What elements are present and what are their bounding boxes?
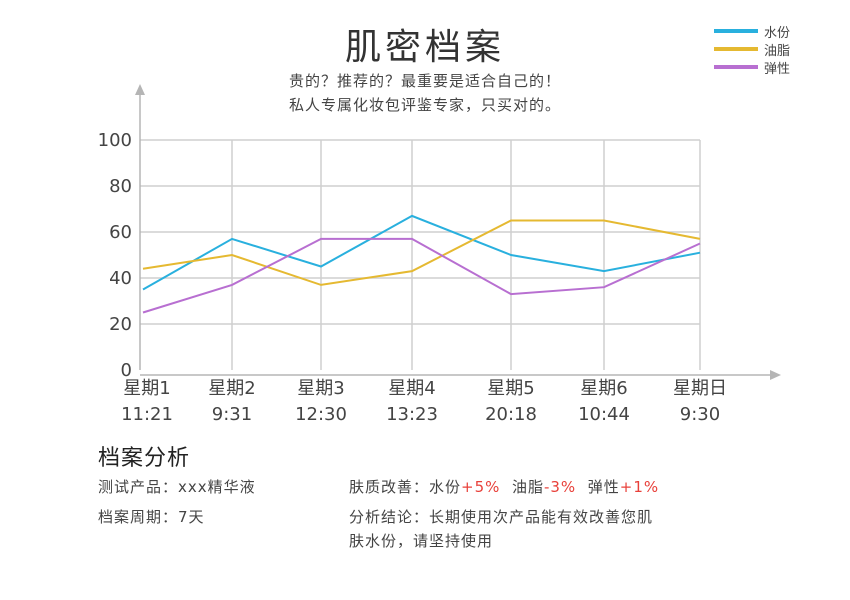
series-line-2 xyxy=(142,237,701,314)
analysis-title: 档案分析 xyxy=(98,446,191,471)
legend-item-water: 水份 xyxy=(714,22,791,41)
y-tick-label: 80 xyxy=(109,176,132,197)
y-tick-label: 100 xyxy=(98,130,132,151)
x-tick-day: 星期6 xyxy=(580,378,628,399)
conclusion-line-1: 分析结论：长期使用次产品能有效改善您肌 xyxy=(349,508,654,526)
product-info: 测试产品：xxx精华液 xyxy=(98,476,256,497)
improve-oil-change: -3% xyxy=(543,478,577,496)
x-tick-time: 13:23 xyxy=(386,404,438,425)
product-value: xxx精华液 xyxy=(178,478,256,496)
subtitle-line-2: 私人专属化妆包评鉴专家，只买对的。 xyxy=(288,96,561,114)
x-tick-day: 星期4 xyxy=(388,378,436,399)
x-tick-day: 星期1 xyxy=(123,378,171,399)
y-axis-arrow xyxy=(135,84,145,95)
series-line-1 xyxy=(142,219,701,286)
legend-swatch-water xyxy=(714,29,758,33)
conclusion-line-2: 肤水份，请坚持使用 xyxy=(349,532,494,550)
legend-swatch-oil xyxy=(714,47,758,51)
legend-label-oil: 油脂 xyxy=(764,43,791,59)
y-tick-label: 0 xyxy=(121,360,132,381)
period-info: 档案周期：7天 xyxy=(98,506,205,527)
x-tick-label: 星期日 9:30 xyxy=(655,376,745,428)
x-tick-day: 星期日 xyxy=(673,378,727,399)
page-title: 肌密档案 xyxy=(344,27,505,68)
x-tick-time: 20:18 xyxy=(485,404,537,425)
x-tick-time: 11:21 xyxy=(121,404,173,425)
x-tick-day: 星期2 xyxy=(208,378,256,399)
line-chart: 100 80 60 40 20 0 xyxy=(98,84,781,381)
x-tick-label: 星期3 12:30 xyxy=(276,376,366,428)
period-label: 档案周期： xyxy=(98,508,179,526)
y-tick-label: 20 xyxy=(109,314,132,335)
x-tick-time: 12:30 xyxy=(295,404,347,425)
x-tick-label: 星期5 20:18 xyxy=(466,376,556,428)
improve-elasticity-change: +1% xyxy=(619,478,660,496)
y-tick-label: 40 xyxy=(109,268,132,289)
x-tick-day: 星期3 xyxy=(297,378,345,399)
subtitle-line-1: 贵的？推荐的？最重要是适合自己的！ xyxy=(288,72,561,90)
product-label: 测试产品： xyxy=(98,478,179,496)
x-tick-label: 星期4 13:23 xyxy=(367,376,457,428)
improve-water-name: 水份 xyxy=(429,478,462,496)
x-axis-arrow xyxy=(770,370,781,380)
improvement-label: 肤质改善： xyxy=(349,478,430,496)
x-tick-time: 10:44 xyxy=(578,404,630,425)
legend-item-oil: 油脂 xyxy=(714,40,791,59)
legend-label-water: 水份 xyxy=(764,25,791,41)
legend-item-elasticity: 弹性 xyxy=(714,58,791,77)
legend-label-elasticity: 弹性 xyxy=(764,61,791,77)
improve-oil-name: 油脂 xyxy=(511,478,544,496)
improve-water-change: +5% xyxy=(461,478,501,496)
improve-elasticity-name: 弹性 xyxy=(587,478,620,496)
legend-swatch-elasticity xyxy=(714,65,758,69)
x-tick-day: 星期5 xyxy=(487,378,535,399)
x-tick-label: 星期2 9:31 xyxy=(187,376,277,428)
x-tick-label: 星期6 10:44 xyxy=(559,376,649,428)
y-tick-label: 60 xyxy=(109,222,132,243)
x-tick-time: 9:31 xyxy=(211,404,253,425)
chart-legend: 水份 油脂 弹性 xyxy=(714,22,791,77)
x-tick-time: 9:30 xyxy=(679,404,721,425)
improvement-info: 肤质改善：水份+5% 油脂-3% 弹性+1% xyxy=(349,476,659,497)
x-tick-label: 星期1 11:21 xyxy=(102,376,192,428)
series-line-0 xyxy=(142,214,701,291)
period-value: 7天 xyxy=(178,508,205,526)
